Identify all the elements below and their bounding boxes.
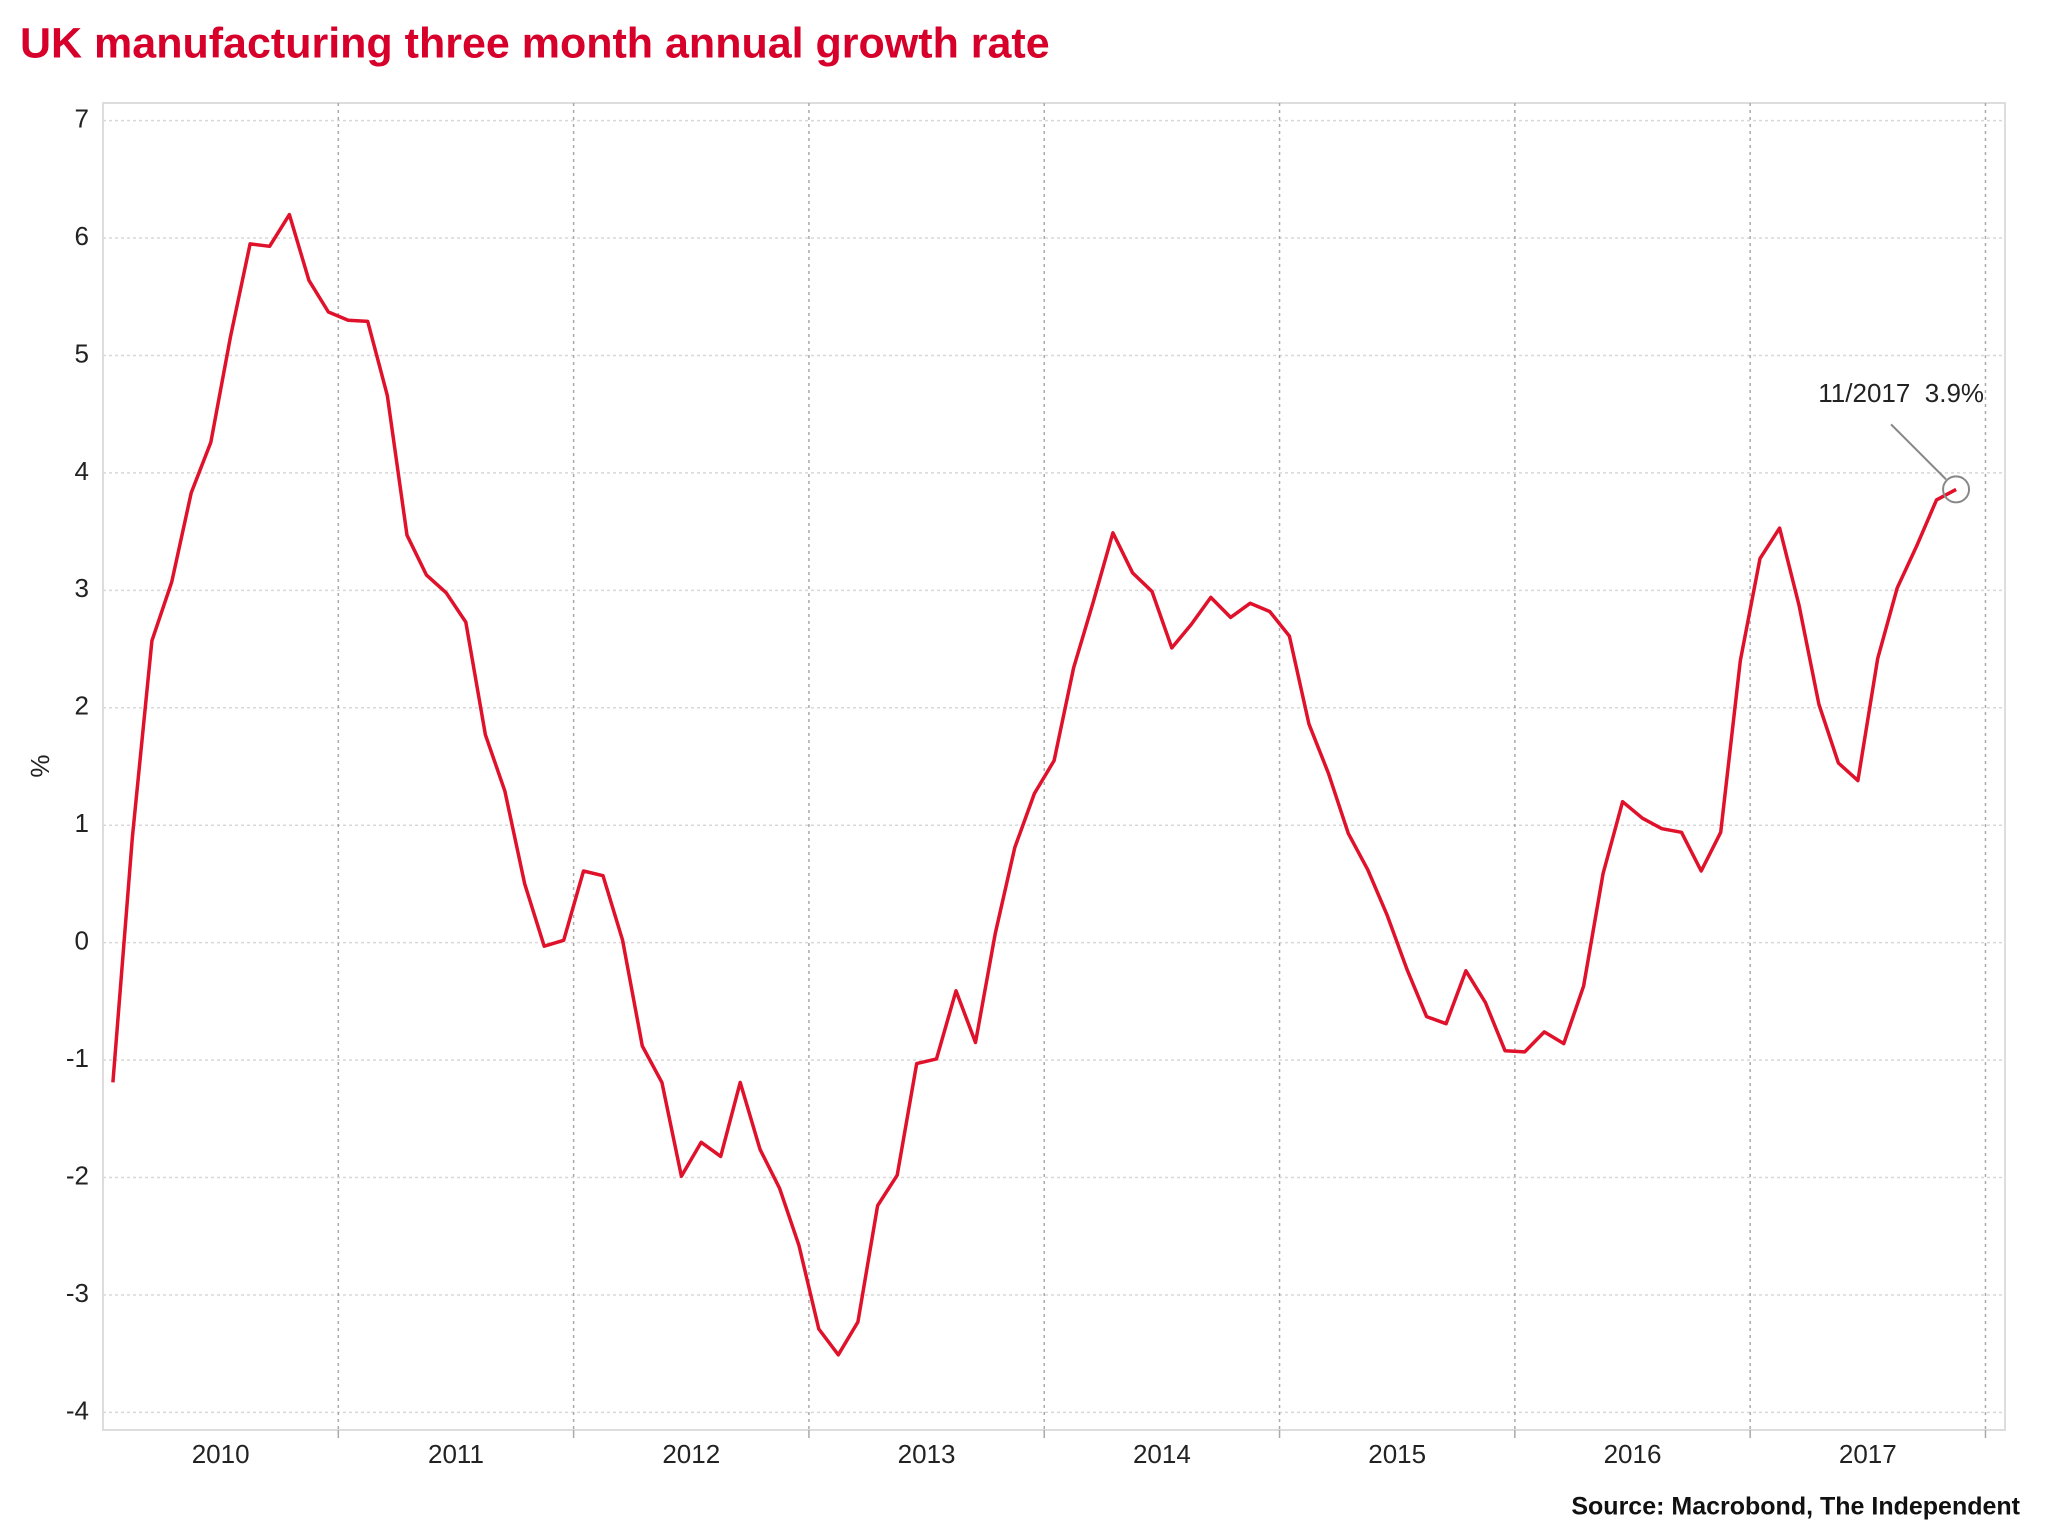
y-tick-label: 6 (75, 221, 89, 251)
y-tick-label: -2 (66, 1160, 89, 1190)
x-tick-label: 2015 (1368, 1439, 1426, 1469)
y-tick-label: 5 (75, 338, 89, 368)
x-tick-label: 2011 (428, 1439, 484, 1469)
plot-area (102, 102, 2006, 1431)
annotation: 11/2017 3.9% (1818, 378, 1984, 408)
y-tick-label: -4 (66, 1395, 89, 1425)
x-tick-label: 2013 (898, 1439, 956, 1469)
y-tick-label: 3 (75, 573, 89, 603)
y-tick-label: -3 (66, 1278, 89, 1308)
line-series (111, 212, 1957, 1357)
annotation-leader (1890, 423, 1947, 481)
y-tick-label: 1 (75, 808, 89, 838)
y-tick-label: 0 (75, 926, 89, 956)
y-tick-label: 2 (75, 691, 89, 721)
y-tick-label: 7 (75, 103, 89, 133)
x-tick-label: 2012 (662, 1439, 720, 1469)
y-tick-label: -1 (66, 1043, 89, 1073)
chart-title: UK manufacturing three month annual grow… (20, 19, 1050, 67)
x-tick-label: 2014 (1133, 1439, 1191, 1469)
x-tick-label: 2017 (1839, 1439, 1897, 1469)
annotation-marker (1942, 475, 1971, 504)
y-axis-label: % (25, 754, 55, 777)
x-tick-label: 2016 (1604, 1439, 1662, 1469)
x-tick-label: 2010 (192, 1439, 250, 1469)
y-tick-label: 4 (75, 456, 89, 486)
source: Source: Macrobond, The Independent (1571, 1493, 2020, 1521)
